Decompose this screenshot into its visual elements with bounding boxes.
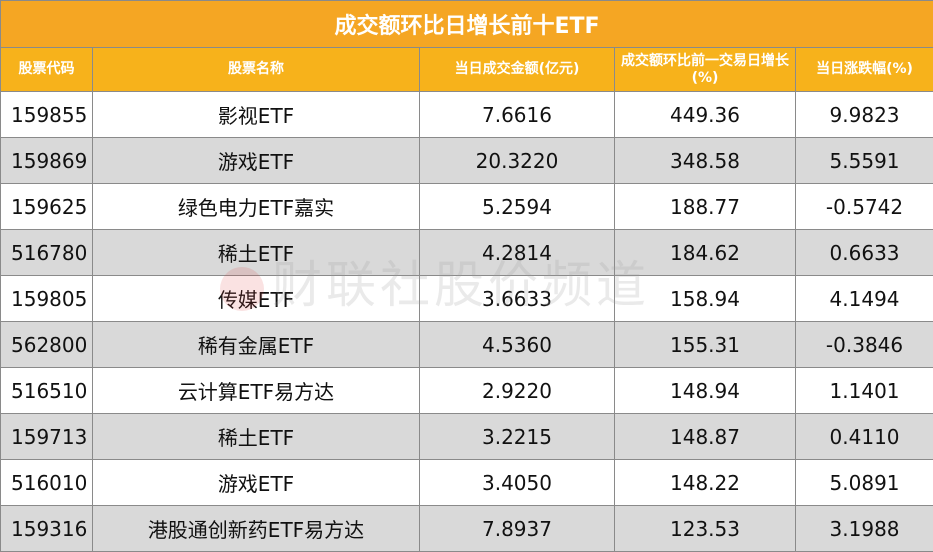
cell-name: 稀土ETF	[93, 230, 420, 276]
cell-growth: 148.22	[615, 460, 796, 506]
cell-amount: 2.9220	[420, 368, 615, 414]
cell-growth: 158.94	[615, 276, 796, 322]
cell-code: 159869	[1, 138, 93, 184]
cell-change: 1.1401	[796, 368, 933, 414]
cell-growth: 155.31	[615, 322, 796, 368]
cell-name: 传媒ETF	[93, 276, 420, 322]
cell-code: 159855	[1, 92, 93, 138]
cell-growth: 148.94	[615, 368, 796, 414]
header-change: 当日涨跌幅(%)	[796, 48, 933, 92]
header-amount: 当日成交金额(亿元)	[420, 48, 615, 92]
cell-change: 4.1494	[796, 276, 933, 322]
cell-amount: 5.2594	[420, 184, 615, 230]
header-growth: 成交额环比前一交易日增长(%)	[615, 48, 796, 92]
cell-growth: 188.77	[615, 184, 796, 230]
cell-code: 516510	[1, 368, 93, 414]
cell-growth: 184.62	[615, 230, 796, 276]
cell-code: 562800	[1, 322, 93, 368]
cell-change: 0.4110	[796, 414, 933, 460]
cell-amount: 7.8937	[420, 506, 615, 552]
cell-amount: 3.6633	[420, 276, 615, 322]
cell-change: -0.3846	[796, 322, 933, 368]
cell-code: 516780	[1, 230, 93, 276]
cell-code: 159625	[1, 184, 93, 230]
cell-change: 5.0891	[796, 460, 933, 506]
header-row: 股票代码 股票名称 当日成交金额(亿元) 成交额环比前一交易日增长(%) 当日涨…	[1, 48, 933, 92]
cell-name: 游戏ETF	[93, 138, 420, 184]
cell-name: 稀土ETF	[93, 414, 420, 460]
cell-amount: 3.2215	[420, 414, 615, 460]
cell-growth: 123.53	[615, 506, 796, 552]
cell-change: -0.5742	[796, 184, 933, 230]
cell-change: 5.5591	[796, 138, 933, 184]
cell-name: 云计算ETF易方达	[93, 368, 420, 414]
cell-amount: 4.5360	[420, 322, 615, 368]
cell-name: 港股通创新药ETF易方达	[93, 506, 420, 552]
cell-name: 稀有金属ETF	[93, 322, 420, 368]
cell-growth: 348.58	[615, 138, 796, 184]
cell-code: 159805	[1, 276, 93, 322]
cell-code: 159316	[1, 506, 93, 552]
cell-growth: 148.87	[615, 414, 796, 460]
cell-amount: 7.6616	[420, 92, 615, 138]
cell-name: 游戏ETF	[93, 460, 420, 506]
header-name: 股票名称	[93, 48, 420, 92]
cell-amount: 20.3220	[420, 138, 615, 184]
cell-change: 0.6633	[796, 230, 933, 276]
cell-change: 3.1988	[796, 506, 933, 552]
cell-amount: 3.4050	[420, 460, 615, 506]
cell-name: 绿色电力ETF嘉实	[93, 184, 420, 230]
cell-change: 9.9823	[796, 92, 933, 138]
cell-name: 影视ETF	[93, 92, 420, 138]
cell-amount: 4.2814	[420, 230, 615, 276]
cell-code: 516010	[1, 460, 93, 506]
header-code: 股票代码	[1, 48, 93, 92]
cell-growth: 449.36	[615, 92, 796, 138]
cell-code: 159713	[1, 414, 93, 460]
table-title: 成交额环比日增长前十ETF	[1, 1, 933, 48]
